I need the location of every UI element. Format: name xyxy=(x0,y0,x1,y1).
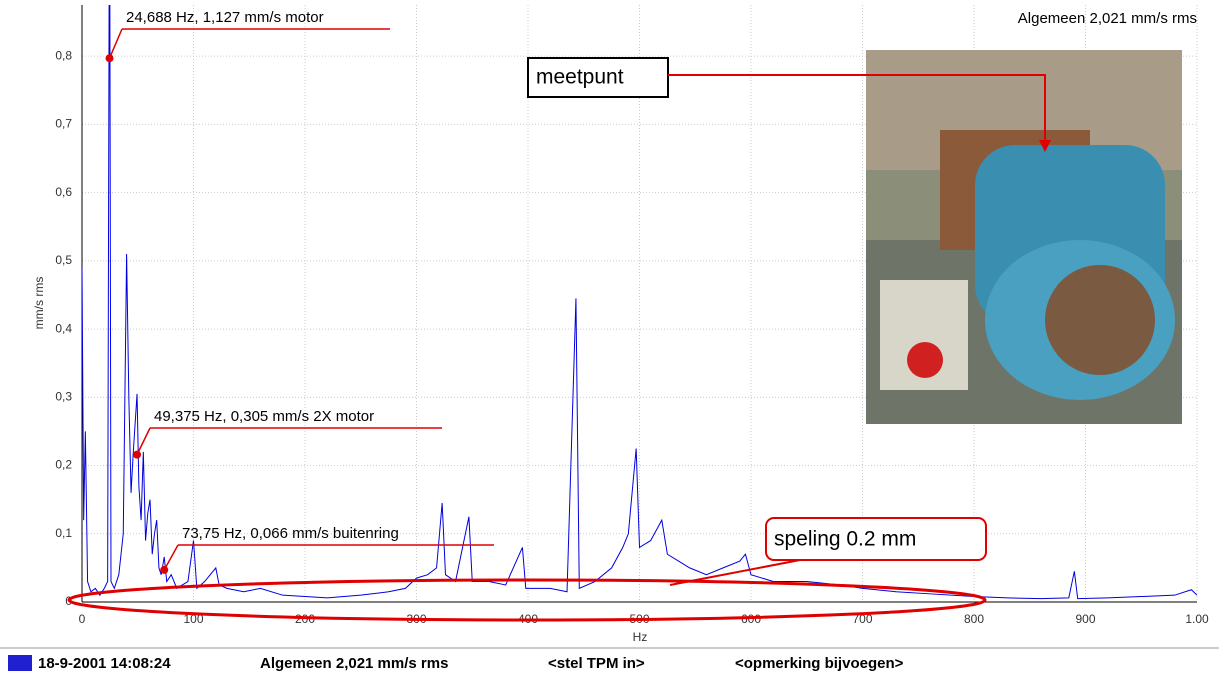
x-tick-label: 100 xyxy=(183,612,203,626)
y-tick-label: 0,2 xyxy=(55,458,72,472)
marker xyxy=(105,54,114,63)
photo xyxy=(866,50,1182,424)
arrow xyxy=(668,74,1046,145)
status-icon xyxy=(8,655,32,671)
callout-box xyxy=(765,517,987,561)
y-tick-label: 0,4 xyxy=(55,321,72,335)
marker-connector xyxy=(163,544,179,571)
marker-label: 73,75 Hz, 0,066 mm/s buitenring xyxy=(182,525,399,542)
corner-text: Algemeen 2,021 mm/s rms xyxy=(1018,10,1197,27)
x-axis-label: Hz xyxy=(633,630,648,644)
x-tick-label: 600 xyxy=(741,612,761,626)
y-tick-label: 0,3 xyxy=(55,389,72,403)
x-tick-label: 800 xyxy=(964,612,984,626)
x-tick-label: 0 xyxy=(79,612,86,626)
marker-label: 49,375 Hz, 0,305 mm/s 2X motor xyxy=(154,408,374,425)
y-tick-label: 0,5 xyxy=(55,253,72,267)
x-tick-label: 200 xyxy=(295,612,315,626)
y-tick-label: 0,6 xyxy=(55,185,72,199)
callout: meetpunt xyxy=(536,66,624,89)
x-tick-label: 700 xyxy=(852,612,872,626)
marker-label: 24,688 Hz, 1,127 mm/s motor xyxy=(126,9,324,26)
status-text: <opmerking bijvoegen> xyxy=(735,655,904,672)
status-bar xyxy=(0,648,1219,677)
arrow-head xyxy=(1039,140,1051,152)
y-axis-label: mm/s rms xyxy=(32,277,46,330)
marker xyxy=(160,565,169,574)
x-tick-label: 1.00 xyxy=(1185,612,1209,626)
x-tick-label: 900 xyxy=(1075,612,1095,626)
spectrum-line xyxy=(82,5,1197,600)
marker-connector xyxy=(136,427,151,455)
callout-box xyxy=(527,57,669,98)
marker-connector xyxy=(108,28,123,59)
y-tick-label: 0,1 xyxy=(55,526,72,540)
status-text: Algemeen 2,021 mm/s rms xyxy=(260,655,448,672)
status-text: <stel TPM in> xyxy=(548,655,645,672)
y-tick-label: 0,7 xyxy=(55,117,72,131)
marker xyxy=(133,450,142,459)
callout: speling 0.2 mm xyxy=(774,528,916,551)
status-text: 18-9-2001 14:08:24 xyxy=(38,655,171,672)
highlight-ellipse xyxy=(67,578,987,622)
y-tick-label: 0,8 xyxy=(55,48,72,62)
